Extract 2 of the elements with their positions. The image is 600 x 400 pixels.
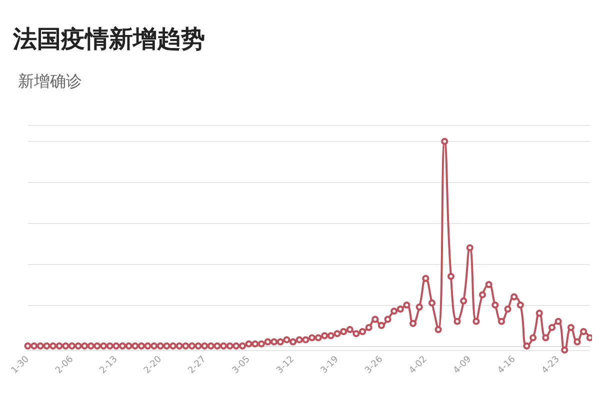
text: 新增确诊 <box>18 72 82 90</box>
chart-title: 法国疫情新增趋势 <box>12 25 205 53</box>
